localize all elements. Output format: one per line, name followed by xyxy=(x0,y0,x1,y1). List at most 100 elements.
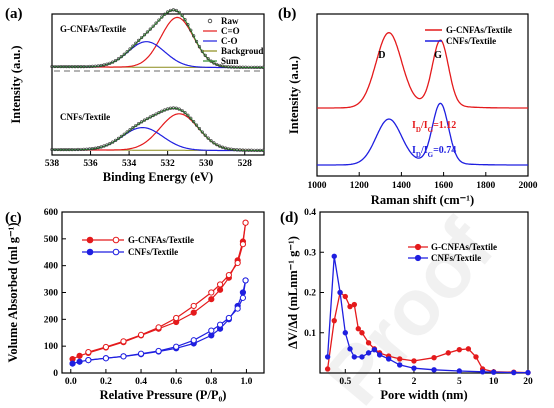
panel-d-point xyxy=(331,253,337,259)
panel-a-top-raw-point xyxy=(154,21,158,25)
panel-a-bottom-raw-point xyxy=(99,145,103,149)
panel-a-bottom-raw-point xyxy=(192,119,196,124)
panel-b-label: (b) xyxy=(278,6,296,22)
panel-d-point xyxy=(511,369,517,376)
panel-a-top-raw-point xyxy=(212,61,216,65)
panel-d-point xyxy=(397,356,403,362)
panel-d-legend-marker xyxy=(414,254,422,262)
panel-c-point xyxy=(137,331,145,338)
panel-a-bottom-raw-point xyxy=(105,143,109,147)
panel-d-xtick-label: 2 xyxy=(412,377,417,387)
panel-a-top-raw-point xyxy=(171,8,176,12)
panel-c-xtick-label: 0.6 xyxy=(170,377,182,387)
panel-d-legend-marker xyxy=(414,243,422,251)
panel-d-point xyxy=(385,356,392,362)
panel-a-top-raw-point xyxy=(174,8,178,13)
panel-d-point xyxy=(525,369,531,376)
panel-d-point xyxy=(337,289,343,296)
panel-a-top-raw-point xyxy=(157,18,161,22)
panel-c-point xyxy=(216,281,224,288)
panel-a-top-raw-point xyxy=(192,34,196,38)
panel-a-bottom-raw-point xyxy=(203,133,207,137)
panel-a-top-raw-point xyxy=(168,8,173,13)
panel-a-bottom-raw-point xyxy=(171,106,176,110)
panel-c-label: (c) xyxy=(5,210,22,226)
panel-a-bottom-raw-point xyxy=(215,143,219,147)
panel-a-label: (a) xyxy=(5,6,23,22)
panel-a-bottom-raw-point xyxy=(160,109,164,113)
panel-a-top-raw-point xyxy=(203,53,207,57)
panel-a-top-raw-point xyxy=(116,57,121,61)
panel-a-top-raw-point xyxy=(122,52,126,56)
panel-c-legend-item: G-CNFAs/Textile xyxy=(128,235,194,245)
panel-d-point xyxy=(342,293,348,300)
panel-a-legend-item: C=O xyxy=(221,26,240,36)
panel-a-bottom-raw-point xyxy=(113,138,118,142)
panel-c-point xyxy=(216,286,224,293)
panel-d-point xyxy=(359,354,365,360)
panel-d-point xyxy=(371,346,378,353)
panel-a-top-raw-point xyxy=(93,64,97,68)
panel-c-point xyxy=(190,309,197,316)
panel-c-point xyxy=(76,358,83,365)
panel-c-point xyxy=(242,219,249,226)
panel-a-bottom-raw-point xyxy=(157,110,161,115)
panel-c-xtick-label: 0.2 xyxy=(100,377,112,387)
panel-d-point xyxy=(347,303,353,310)
panel-d-point xyxy=(355,326,361,332)
panel-d-point xyxy=(359,330,365,336)
panel-a-top-raw-point xyxy=(131,44,135,48)
panel-d-ytick-label: 0.2 xyxy=(304,289,316,299)
panel-a-legend-item: Backgroud xyxy=(221,46,263,56)
panel-c-legend-marker xyxy=(86,236,94,244)
panel-a-legend-item: Sum xyxy=(221,56,239,66)
panel-a-top-raw-point xyxy=(194,39,199,44)
panel-a-bottom-raw-point xyxy=(166,107,170,111)
panel-c-ytick-label: 600 xyxy=(44,208,59,218)
panel-c-point xyxy=(190,337,197,344)
panel-a-annotation-bottom: CNFs/Textile xyxy=(60,112,110,122)
panel-d-label: (d) xyxy=(280,210,298,226)
panel-a-bottom-raw-point xyxy=(180,108,184,113)
panel-a-top-raw-point xyxy=(90,64,95,68)
panel-a-top-raw-point xyxy=(113,58,118,63)
panel-c-point xyxy=(216,321,224,328)
panel-a-bottom-raw-point xyxy=(189,116,193,120)
panel-d-xtick-label: 1 xyxy=(377,377,382,387)
panel-a-top-raw-point xyxy=(134,41,138,45)
panel-b: (b) 1000 1200 1400 1600 1800 2000 Raman shift (… xyxy=(278,6,538,207)
panel-a-bottom-raw-point xyxy=(134,123,138,128)
panel-d-xlabel: Pore width (nm) xyxy=(380,388,467,402)
panel-c-legend-marker xyxy=(112,248,120,256)
panel-a-annotation-top: G-CNFAs/Textile xyxy=(60,24,126,34)
panel-a-top-raw-point xyxy=(163,12,167,16)
panel-a-bottom-raw-point xyxy=(93,146,97,150)
panel-a-bottom-raw-point xyxy=(145,116,149,121)
panel-c-point xyxy=(69,360,76,367)
panel-a-bottom-raw-point xyxy=(128,128,132,132)
panel-a-top-raw-point xyxy=(160,15,164,19)
panel-a-frame xyxy=(51,13,265,156)
panel-a-xlabel: Binding Energy (eV) xyxy=(103,170,213,184)
panel-c-point xyxy=(102,355,110,362)
panel-a-bottom-raw-point xyxy=(232,148,236,152)
panel-b-xtick-label: 1800 xyxy=(476,181,495,191)
panel-b-peak-label-g: G xyxy=(434,50,442,61)
panel-d-point xyxy=(465,346,472,352)
panel-a-top-raw-point xyxy=(215,62,219,67)
panel-a-bottom-raw-point xyxy=(90,147,95,151)
panel-a-bottom-raw-point xyxy=(174,106,178,110)
panel-a-bottom-raw-point xyxy=(186,113,190,117)
panel-a-bottom-raw-point xyxy=(154,112,158,116)
panel-a-top-raw-point xyxy=(218,63,222,68)
panel-a-top-raw-point xyxy=(183,18,187,22)
panel-b-ylabel: Intensity (a.u.) xyxy=(287,56,301,134)
panel-c-legend-marker xyxy=(86,248,94,256)
panel-d-point xyxy=(431,355,437,361)
panel-c-ytick-label: 500 xyxy=(44,235,59,245)
panel-c-point xyxy=(242,277,249,284)
panel-d-ylabel: ΔV/Δd (mLnm⁻¹ g⁻¹) xyxy=(286,236,300,349)
panel-d-point xyxy=(411,358,417,364)
panel-b-frame xyxy=(316,13,529,177)
panel-c-point xyxy=(120,353,127,360)
